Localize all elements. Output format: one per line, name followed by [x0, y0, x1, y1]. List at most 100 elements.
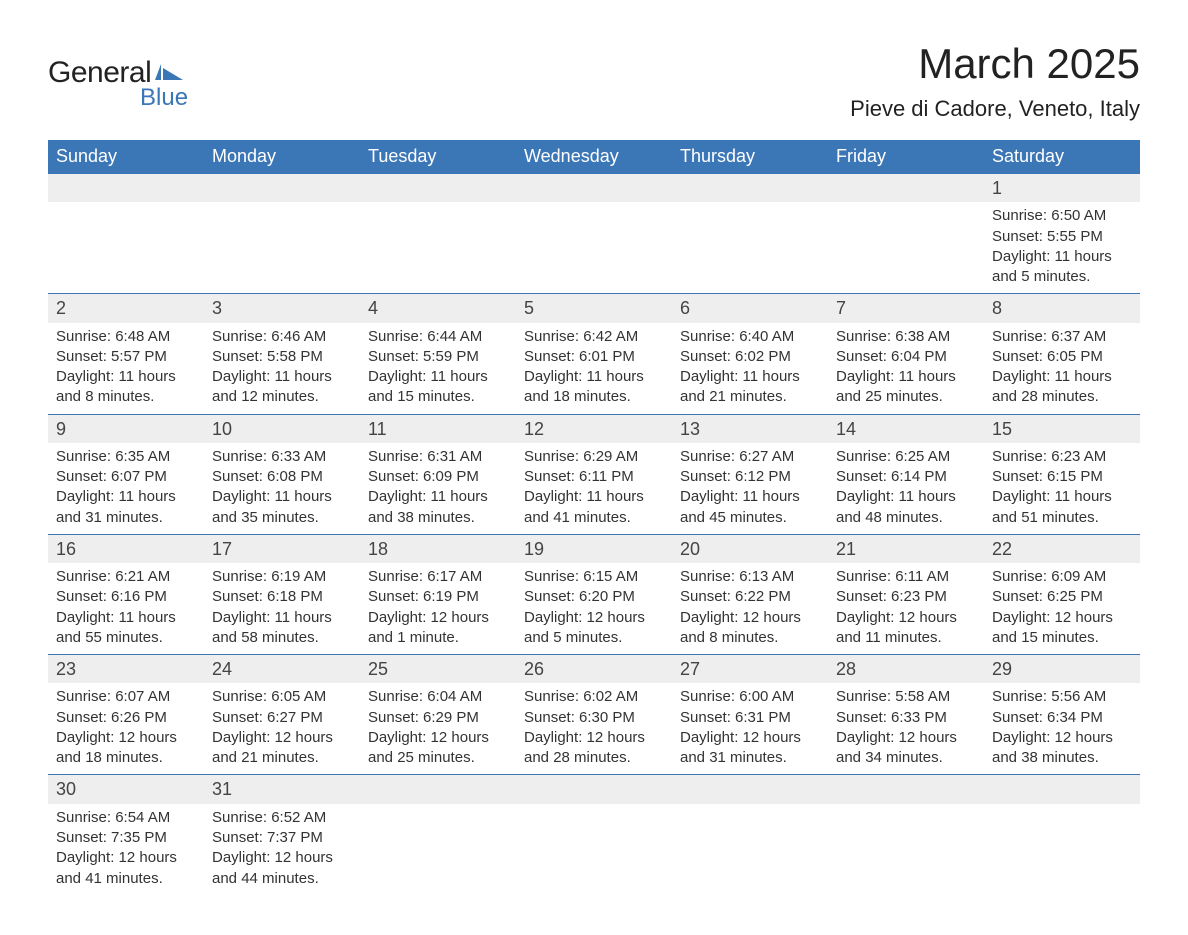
calendar-cell-data: Sunrise: 6:19 AMSunset: 6:18 PMDaylight:… — [204, 563, 360, 655]
calendar-cell-daynum: 23 — [48, 655, 204, 684]
week-daynum-row: 9101112131415 — [48, 414, 1140, 443]
calendar-cell-data: Sunrise: 5:56 AMSunset: 6:34 PMDaylight:… — [984, 683, 1140, 775]
day-details: Sunrise: 6:19 AMSunset: 6:18 PMDaylight:… — [204, 563, 360, 654]
calendar-cell-daynum: 12 — [516, 414, 672, 443]
header: General Blue March 2025 Pieve di Cadore,… — [48, 40, 1140, 122]
calendar-table: SundayMondayTuesdayWednesdayThursdayFrid… — [48, 140, 1140, 895]
calendar-cell-data: Sunrise: 6:50 AMSunset: 5:55 PMDaylight:… — [984, 202, 1140, 294]
day-details: Sunrise: 6:00 AMSunset: 6:31 PMDaylight:… — [672, 683, 828, 774]
calendar-cell-daynum: 24 — [204, 655, 360, 684]
sunset-text: Sunset: 6:18 PM — [212, 587, 352, 607]
day-of-week-header: Sunday — [48, 140, 204, 174]
week-daynum-row: 1 — [48, 174, 1140, 203]
calendar-cell-data: Sunrise: 6:52 AMSunset: 7:37 PMDaylight:… — [204, 804, 360, 895]
day-details: Sunrise: 6:38 AMSunset: 6:04 PMDaylight:… — [828, 323, 984, 414]
calendar-cell-daynum: 28 — [828, 655, 984, 684]
day-number: 11 — [360, 415, 516, 443]
calendar-cell-daynum: 5 — [516, 294, 672, 323]
sunset-text: Sunset: 6:33 PM — [836, 708, 976, 728]
day-of-week-header: Monday — [204, 140, 360, 174]
location: Pieve di Cadore, Veneto, Italy — [850, 96, 1140, 122]
sunset-text: Sunset: 6:27 PM — [212, 708, 352, 728]
daylight-text: Daylight: 11 hours and 45 minutes. — [680, 487, 820, 528]
sunrise-text: Sunrise: 6:35 AM — [56, 447, 196, 467]
daylight-text: Daylight: 11 hours and 41 minutes. — [524, 487, 664, 528]
calendar-cell-data: Sunrise: 6:29 AMSunset: 6:11 PMDaylight:… — [516, 443, 672, 535]
daylight-text: Daylight: 11 hours and 8 minutes. — [56, 367, 196, 408]
sunrise-text: Sunrise: 6:25 AM — [836, 447, 976, 467]
day-number: 23 — [48, 655, 204, 683]
day-details: Sunrise: 6:23 AMSunset: 6:15 PMDaylight:… — [984, 443, 1140, 534]
day-details: Sunrise: 6:17 AMSunset: 6:19 PMDaylight:… — [360, 563, 516, 654]
daylight-text: Daylight: 11 hours and 38 minutes. — [368, 487, 508, 528]
sunset-text: Sunset: 5:55 PM — [992, 227, 1132, 247]
sunrise-text: Sunrise: 6:09 AM — [992, 567, 1132, 587]
week-data-row: Sunrise: 6:21 AMSunset: 6:16 PMDaylight:… — [48, 563, 1140, 655]
day-number: 26 — [516, 655, 672, 683]
daylight-text: Daylight: 11 hours and 18 minutes. — [524, 367, 664, 408]
daylight-text: Daylight: 11 hours and 31 minutes. — [56, 487, 196, 528]
day-details: Sunrise: 6:11 AMSunset: 6:23 PMDaylight:… — [828, 563, 984, 654]
day-number: 29 — [984, 655, 1140, 683]
calendar-cell-daynum: 25 — [360, 655, 516, 684]
sunset-text: Sunset: 5:58 PM — [212, 347, 352, 367]
sunset-text: Sunset: 6:12 PM — [680, 467, 820, 487]
sunrise-text: Sunrise: 6:27 AM — [680, 447, 820, 467]
calendar-cell-data: Sunrise: 6:27 AMSunset: 6:12 PMDaylight:… — [672, 443, 828, 535]
daylight-text: Daylight: 12 hours and 5 minutes. — [524, 608, 664, 649]
sunrise-text: Sunrise: 6:19 AM — [212, 567, 352, 587]
logo: General Blue — [48, 40, 188, 112]
sunset-text: Sunset: 6:14 PM — [836, 467, 976, 487]
calendar-cell-daynum: 27 — [672, 655, 828, 684]
daylight-text: Daylight: 12 hours and 28 minutes. — [524, 728, 664, 769]
day-number: 4 — [360, 294, 516, 322]
calendar-cell-daynum — [516, 775, 672, 804]
sunrise-text: Sunrise: 6:37 AM — [992, 327, 1132, 347]
calendar-cell-daynum: 10 — [204, 414, 360, 443]
day-number: 24 — [204, 655, 360, 683]
day-number: 19 — [516, 535, 672, 563]
calendar-cell-daynum: 1 — [984, 174, 1140, 203]
day-details: Sunrise: 6:33 AMSunset: 6:08 PMDaylight:… — [204, 443, 360, 534]
daylight-text: Daylight: 12 hours and 11 minutes. — [836, 608, 976, 649]
calendar-cell-data — [360, 804, 516, 895]
sunset-text: Sunset: 6:07 PM — [56, 467, 196, 487]
title-block: March 2025 Pieve di Cadore, Veneto, Ital… — [850, 40, 1140, 122]
calendar-cell-data: Sunrise: 5:58 AMSunset: 6:33 PMDaylight:… — [828, 683, 984, 775]
month-title: March 2025 — [850, 40, 1140, 88]
sunset-text: Sunset: 6:20 PM — [524, 587, 664, 607]
calendar-cell-daynum: 18 — [360, 534, 516, 563]
sunrise-text: Sunrise: 6:15 AM — [524, 567, 664, 587]
daylight-text: Daylight: 11 hours and 51 minutes. — [992, 487, 1132, 528]
day-details: Sunrise: 6:07 AMSunset: 6:26 PMDaylight:… — [48, 683, 204, 774]
logo-text-general: General — [48, 56, 151, 90]
day-number: 3 — [204, 294, 360, 322]
sunset-text: Sunset: 6:26 PM — [56, 708, 196, 728]
logo-text-blue: Blue — [140, 84, 188, 112]
sunset-text: Sunset: 6:04 PM — [836, 347, 976, 367]
sunset-text: Sunset: 6:22 PM — [680, 587, 820, 607]
calendar-cell-daynum: 11 — [360, 414, 516, 443]
sunset-text: Sunset: 5:59 PM — [368, 347, 508, 367]
calendar-cell-daynum: 8 — [984, 294, 1140, 323]
calendar-cell-data — [672, 202, 828, 294]
calendar-cell-data: Sunrise: 6:21 AMSunset: 6:16 PMDaylight:… — [48, 563, 204, 655]
week-data-row: Sunrise: 6:54 AMSunset: 7:35 PMDaylight:… — [48, 804, 1140, 895]
sunset-text: Sunset: 6:09 PM — [368, 467, 508, 487]
sunset-text: Sunset: 6:34 PM — [992, 708, 1132, 728]
week-daynum-row: 16171819202122 — [48, 534, 1140, 563]
calendar-cell-data: Sunrise: 6:42 AMSunset: 6:01 PMDaylight:… — [516, 323, 672, 415]
sunset-text: Sunset: 6:08 PM — [212, 467, 352, 487]
day-details: Sunrise: 6:29 AMSunset: 6:11 PMDaylight:… — [516, 443, 672, 534]
calendar-cell-daynum: 26 — [516, 655, 672, 684]
calendar-cell-data — [828, 804, 984, 895]
day-details: Sunrise: 6:31 AMSunset: 6:09 PMDaylight:… — [360, 443, 516, 534]
day-details: Sunrise: 5:56 AMSunset: 6:34 PMDaylight:… — [984, 683, 1140, 774]
sunset-text: Sunset: 6:23 PM — [836, 587, 976, 607]
calendar-cell-data: Sunrise: 6:00 AMSunset: 6:31 PMDaylight:… — [672, 683, 828, 775]
week-data-row: Sunrise: 6:35 AMSunset: 6:07 PMDaylight:… — [48, 443, 1140, 535]
sunset-text: Sunset: 6:16 PM — [56, 587, 196, 607]
calendar-cell-daynum — [360, 775, 516, 804]
day-number: 14 — [828, 415, 984, 443]
day-details: Sunrise: 6:44 AMSunset: 5:59 PMDaylight:… — [360, 323, 516, 414]
